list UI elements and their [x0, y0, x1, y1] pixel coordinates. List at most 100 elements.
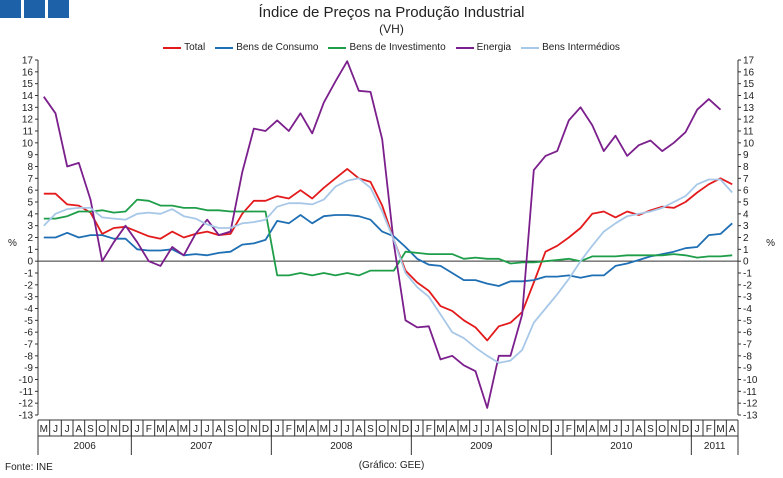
y-tick-label-right: -11 [743, 387, 757, 398]
month-tick-label: A [309, 424, 316, 435]
month-tick-label: A [169, 424, 176, 435]
month-tick-label: M [600, 424, 608, 435]
y-tick-label-left: 1 [27, 245, 33, 256]
y-tick-label-left: -11 [19, 387, 33, 398]
y-tick-label-right: 5 [743, 198, 749, 209]
year-label: 2009 [470, 441, 493, 452]
month-tick-label: N [390, 424, 397, 435]
year-label: 2006 [74, 441, 97, 452]
legend-swatch [163, 46, 182, 49]
y-tick-label-right: 17 [743, 56, 755, 67]
y-tick-label-left: 17 [22, 56, 34, 67]
legend-label: Bens de Consumo [236, 42, 319, 53]
y-tick-label-right: -7 [743, 340, 752, 351]
month-tick-label: J [695, 424, 700, 435]
year-label: 2010 [610, 441, 633, 452]
series-line-energia [43, 60, 722, 409]
month-tick-label: F [286, 424, 292, 435]
month-tick-label: J [473, 424, 478, 435]
y-tick-label-right: -2 [743, 280, 752, 291]
y-tick-label-right: -8 [743, 351, 752, 362]
legend-swatch [328, 46, 347, 49]
y-tick-label-left: 15 [22, 79, 34, 90]
month-tick-label: M [320, 424, 328, 435]
y-tick-label-right: 4 [743, 209, 749, 220]
chart-legend: Total Bens de Consumo Bens de Investimento… [0, 42, 783, 53]
y-tick-label-left: 3 [27, 221, 33, 232]
legend-item: Bens de Consumo [215, 42, 318, 53]
month-tick-label: O [98, 424, 106, 435]
month-tick-label: J [345, 424, 350, 435]
y-tick-label-left: -1 [24, 269, 33, 280]
month-tick-label: M [576, 424, 584, 435]
month-tick-label: S [367, 424, 374, 435]
month-tick-label: N [250, 424, 257, 435]
y-tick-label-left: 10 [22, 138, 34, 149]
legend-item: Bens Intermédios [521, 42, 620, 53]
y-tick-label-left: -12 [19, 399, 34, 410]
series-line-bens-intermedios [43, 177, 733, 364]
month-tick-label: D [542, 424, 549, 435]
month-tick-label: M [436, 424, 444, 435]
month-tick-label: A [75, 424, 82, 435]
legend-swatch [455, 46, 474, 49]
y-tick-label-left: -6 [24, 328, 33, 339]
month-tick-label: J [415, 424, 420, 435]
y-tick-label-right: -9 [743, 363, 752, 374]
legend-swatch [215, 46, 234, 49]
y-tick-label-right: 7 [743, 174, 749, 185]
y-tick-label-right: 10 [743, 138, 755, 149]
y-tick-label-right: -1 [743, 269, 752, 280]
year-label: 2007 [190, 441, 213, 452]
month-tick-label: J [625, 424, 630, 435]
legend-label: Bens de Investimento [349, 42, 446, 53]
month-tick-label: O [518, 424, 526, 435]
y-tick-label-right: 3 [743, 221, 749, 232]
y-tick-label-left: -13 [19, 411, 34, 422]
month-tick-label: M [716, 424, 724, 435]
header-decoration [0, 0, 69, 18]
y-tick-label-right: 11 [743, 127, 754, 138]
month-tick-label: M [460, 424, 468, 435]
month-tick-label: A [729, 424, 736, 435]
month-tick-label: A [215, 424, 222, 435]
y-tick-label-right: 14 [743, 91, 755, 102]
month-tick-label: J [333, 424, 338, 435]
y-tick-label-left: -7 [24, 340, 33, 351]
y-tick-label-right: 12 [743, 115, 755, 126]
y-tick-label-right: -13 [743, 411, 758, 422]
legend-item: Total [163, 42, 205, 53]
month-tick-label: D [402, 424, 409, 435]
y-tick-label-left: 8 [27, 162, 33, 173]
month-tick-label: N [670, 424, 677, 435]
month-tick-label: D [122, 424, 129, 435]
month-tick-label: J [65, 424, 70, 435]
y-tick-label-right: 1 [743, 245, 749, 256]
y-tick-label-right: 16 [743, 67, 755, 78]
y-tick-label-right: 13 [743, 103, 755, 114]
y-tick-label-left: 0 [27, 257, 33, 268]
y-tick-label-right: -6 [743, 328, 752, 339]
legend-item: Bens de Investimento [328, 42, 446, 53]
y-tick-label-left: -10 [19, 375, 34, 386]
month-tick-label: J [555, 424, 560, 435]
y-axis-label-right: % [766, 238, 775, 249]
series-line-total [43, 167, 733, 342]
y-tick-label-left: -5 [24, 316, 33, 327]
chart-title: Índice de Preços na Produção Industrial [258, 4, 525, 21]
y-tick-label-left: 14 [22, 91, 34, 102]
y-tick-label-right: 15 [743, 79, 755, 90]
y-tick-label-left: 13 [22, 103, 34, 114]
y-tick-label-left: -8 [24, 351, 33, 362]
month-tick-label: F [706, 424, 712, 435]
month-tick-label: M [296, 424, 304, 435]
y-tick-label-left: -4 [24, 304, 33, 315]
month-tick-label: O [658, 424, 666, 435]
y-tick-label-left: 12 [22, 115, 34, 126]
series-line-bens-de-investimento [43, 198, 733, 277]
month-tick-label: A [635, 424, 642, 435]
legend-label: Total [184, 42, 206, 53]
header-square [24, 0, 45, 18]
month-tick-label: J [613, 424, 618, 435]
month-tick-label: J [193, 424, 198, 435]
